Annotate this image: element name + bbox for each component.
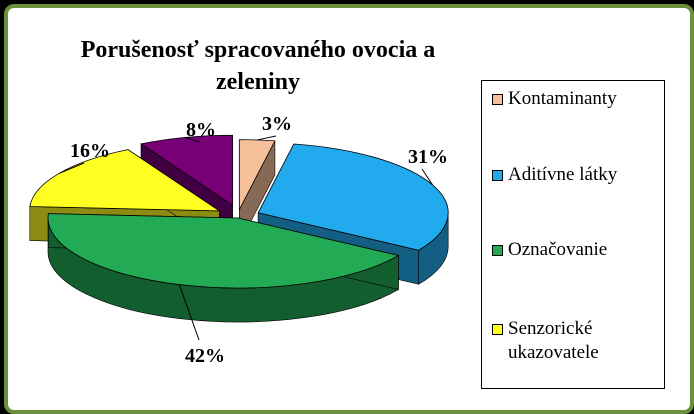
data-label: 3% (262, 113, 292, 135)
leader-line (421, 168, 433, 186)
legend-swatch (492, 170, 503, 181)
legend-swatch (492, 94, 503, 105)
chart-title: Porušenosť spracovaného ovocia a zelenin… (80, 37, 436, 95)
leader-line (58, 162, 85, 174)
legend-item-kontaminanty: Kontaminanty (492, 87, 617, 111)
leader-line (178, 284, 200, 341)
legend-label: Kontaminanty (508, 88, 617, 109)
data-label: 16% (70, 140, 110, 162)
legend-item-aditivne-latky: Aditívne látky (492, 163, 617, 187)
pie-slices (29, 134, 449, 323)
legend-item-senzoricke-ukazovatele: Senzorické ukazovatele (492, 317, 642, 365)
data-label: 31% (408, 146, 448, 168)
legend-label: Označovanie (508, 239, 608, 260)
legend-label: Senzorické ukazovatele (508, 318, 599, 363)
leader-line (257, 135, 277, 141)
data-label: 42% (185, 345, 225, 367)
legend-swatch (492, 245, 503, 256)
chart-legend: Kontaminanty Aditívne látky Označovanie … (481, 80, 665, 389)
legend-label: Aditívne látky (508, 164, 618, 185)
legend-item-oznacovanie: Označovanie (492, 238, 607, 262)
leader-line (185, 136, 201, 143)
pie-labels: 3% 31% 42% 16% 8% (58, 113, 448, 367)
legend-swatch (492, 324, 503, 335)
data-label: 8% (186, 119, 216, 141)
pie-slice-oznacovanie (47, 213, 400, 323)
